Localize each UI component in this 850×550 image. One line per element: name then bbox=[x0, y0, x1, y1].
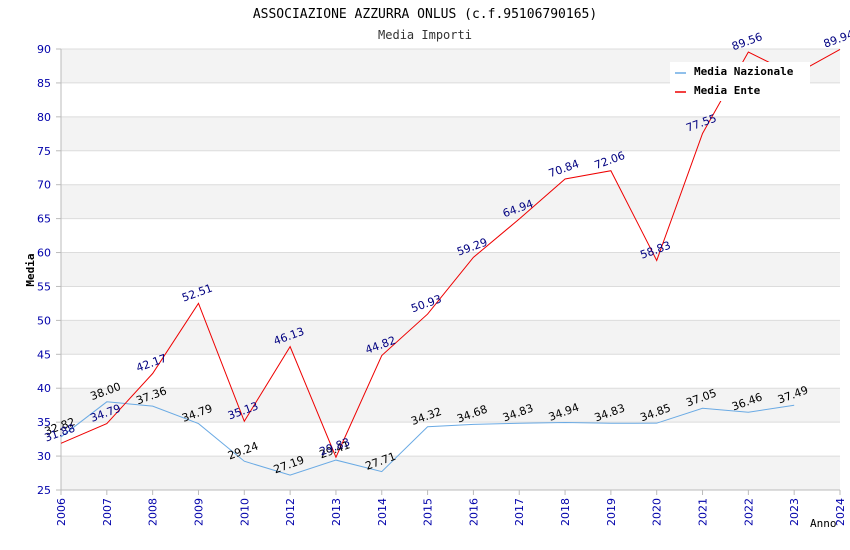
plot-band bbox=[61, 252, 840, 287]
plot-band bbox=[61, 354, 840, 389]
axes bbox=[60, 49, 840, 491]
y-tick-label: 70 bbox=[37, 179, 51, 192]
plot-bands bbox=[61, 49, 840, 490]
y-axis-ticks: 25 30 35 40 45 50 55 60 65 70 75 80 85 90 bbox=[37, 43, 61, 497]
chart-title: ASSOCIAZIONE AZZURRA ONLUS (c.f.95106790… bbox=[253, 7, 597, 22]
x-tick-label: 2006 bbox=[55, 498, 68, 526]
plot-band bbox=[61, 150, 840, 185]
series-line-media-nazionale bbox=[60, 401, 795, 476]
x-tick-label: 2020 bbox=[651, 498, 664, 526]
x-tick-label: 2024 bbox=[834, 498, 847, 526]
y-axis-label: Media bbox=[24, 253, 37, 286]
series-line-media-ente bbox=[60, 48, 841, 459]
plot-band bbox=[61, 388, 840, 423]
x-tick-label: 2022 bbox=[742, 498, 755, 526]
y-tick-label: 90 bbox=[37, 43, 51, 56]
x-tick-label: 2007 bbox=[101, 498, 114, 526]
x-tick-label: 2018 bbox=[559, 498, 572, 526]
legend: Media Nazionale Media Ente bbox=[670, 62, 810, 101]
x-tick-label: 2008 bbox=[147, 498, 160, 526]
y-tick-label: 35 bbox=[37, 416, 51, 429]
x-tick-label: 2023 bbox=[788, 498, 801, 526]
y-tick-label: 45 bbox=[37, 348, 51, 361]
y-tick-label: 85 bbox=[37, 77, 51, 90]
legend-label-media-nazionale: Media Nazionale bbox=[694, 65, 794, 78]
x-tick-label: 2013 bbox=[330, 498, 343, 526]
x-axis-label: Anno bbox=[810, 517, 837, 530]
legend-box bbox=[670, 62, 810, 101]
plot-band bbox=[61, 320, 840, 355]
y-tick-label: 40 bbox=[37, 382, 51, 395]
x-tick-label: 2016 bbox=[467, 498, 480, 526]
x-tick-label: 2009 bbox=[192, 498, 205, 526]
y-tick-label: 80 bbox=[37, 111, 51, 124]
legend-label-media-ente: Media Ente bbox=[694, 84, 761, 97]
plot-band bbox=[61, 456, 840, 490]
plot-band bbox=[61, 184, 840, 219]
y-tick-label: 30 bbox=[37, 450, 51, 463]
x-axis-ticks: 2006 2007 2008 2009 2010 2012 2013 2014 2015 2016… bbox=[55, 490, 847, 526]
x-tick-label: 2015 bbox=[422, 498, 435, 526]
y-tick-label: 25 bbox=[37, 484, 51, 497]
plot-band bbox=[61, 218, 840, 253]
x-tick-label: 2021 bbox=[697, 498, 710, 526]
x-tick-label: 2012 bbox=[284, 498, 297, 526]
y-tick-label: 65 bbox=[37, 213, 51, 226]
chart-subtitle: Media Importi bbox=[378, 28, 472, 42]
plot-band bbox=[61, 422, 840, 457]
y-tick-label: 60 bbox=[37, 247, 51, 260]
series-lines bbox=[60, 48, 841, 476]
data-label: 89.94 bbox=[822, 28, 850, 51]
x-tick-label: 2019 bbox=[605, 498, 618, 526]
x-tick-label: 2017 bbox=[513, 498, 526, 526]
x-tick-label: 2014 bbox=[376, 498, 389, 526]
plot-band bbox=[61, 116, 840, 151]
y-tick-label: 55 bbox=[37, 280, 51, 293]
y-tick-label: 75 bbox=[37, 145, 51, 158]
y-tick-label: 50 bbox=[37, 314, 51, 327]
plot-band bbox=[61, 286, 840, 321]
x-tick-label: 2010 bbox=[238, 498, 251, 526]
